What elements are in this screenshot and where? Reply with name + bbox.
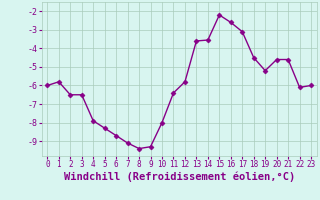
X-axis label: Windchill (Refroidissement éolien,°C): Windchill (Refroidissement éolien,°C) xyxy=(64,172,295,182)
